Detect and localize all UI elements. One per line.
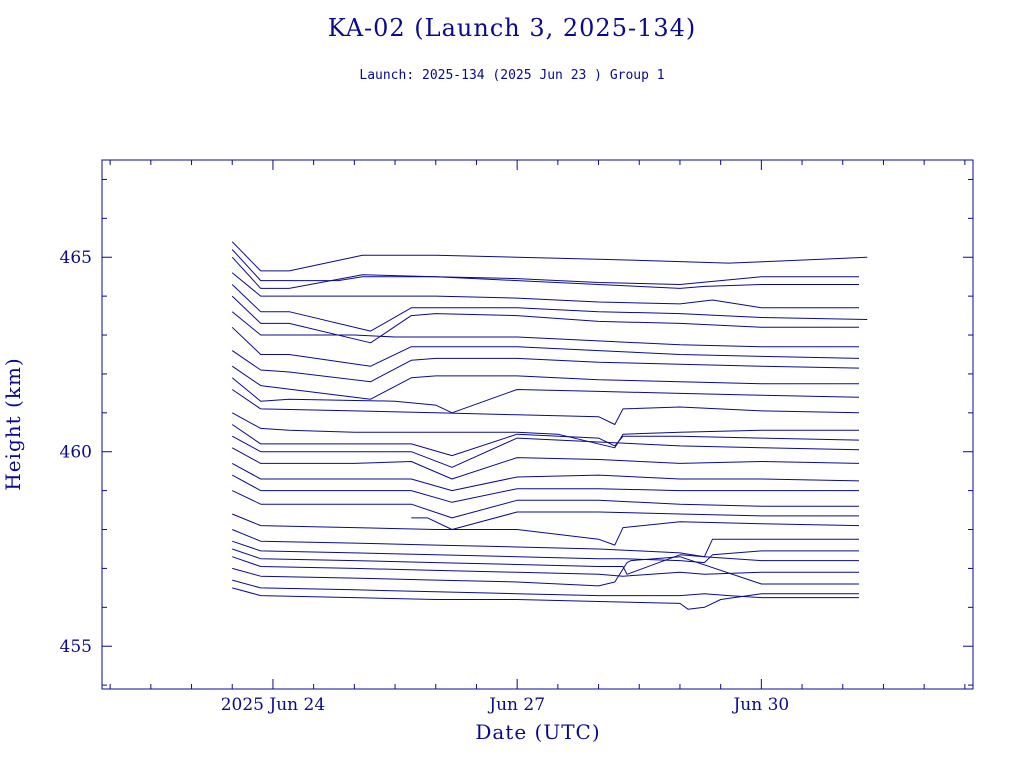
series-line-25 [232, 556, 859, 577]
series-line-12 [231, 389, 860, 425]
y-axis-label: Height (km) [1, 357, 25, 490]
series-line-11 [231, 377, 860, 414]
series-line-26 [232, 556, 859, 587]
series-line-18 [231, 474, 859, 503]
series-line-6 [231, 295, 859, 344]
series-line-1 [231, 241, 868, 272]
series-line-21 [232, 513, 860, 546]
series-line-28 [232, 587, 859, 610]
series-line-24 [232, 548, 859, 575]
y-tick-label: 460 [60, 443, 92, 463]
x-tick-label: Jun 30 [731, 695, 789, 715]
series-line-9 [231, 350, 860, 383]
x-axis-label: Date (UTC) [475, 720, 600, 744]
chart-subtitle: Launch: 2025-134 (2025 Jun 23 ) Group 1 [359, 68, 665, 83]
plot-frame [101, 159, 974, 690]
series-line-27 [232, 579, 859, 599]
x-tick-label: Jun 27 [487, 695, 545, 715]
series-line-3 [231, 256, 859, 289]
series-line-2 [231, 249, 859, 285]
axis-ticks [102, 160, 973, 689]
series-group [231, 241, 868, 610]
series-line-22 [232, 529, 859, 558]
series-line-20 [411, 511, 859, 530]
series-line-17 [231, 462, 860, 492]
series-line-10 [231, 365, 859, 400]
y-tick-label: 455 [60, 637, 92, 657]
series-line-8 [231, 326, 860, 367]
series-line-16 [231, 447, 860, 480]
series-line-7 [231, 311, 859, 348]
series-line-4 [231, 272, 859, 309]
series-line-23 [232, 540, 859, 564]
chart-title: KA-02 (Launch 3, 2025-134) [327, 14, 697, 42]
series-line-5 [231, 284, 868, 332]
series-line-15 [231, 435, 860, 468]
x-tick-label: 2025 Jun 24 [221, 695, 325, 715]
series-line-14 [231, 424, 860, 457]
y-tick-label: 465 [60, 248, 92, 268]
tick-labels: 2025 Jun 24 Jun 27 Jun 30 455 460 465 [60, 248, 790, 715]
series-line-13 [231, 412, 859, 449]
series-line-19 [231, 490, 859, 519]
